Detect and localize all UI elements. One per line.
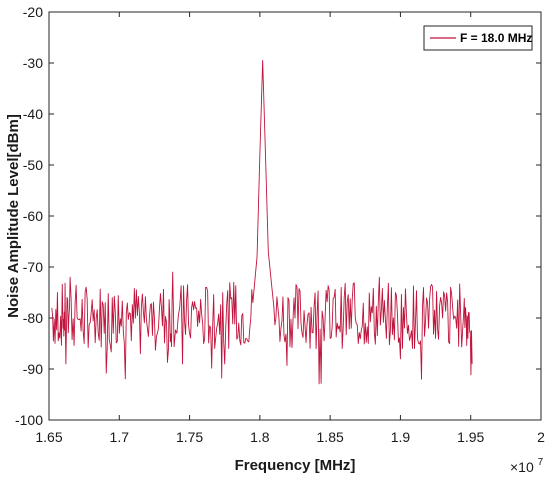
axes-frame: [48, 11, 542, 421]
series-line: [51, 60, 473, 385]
x-tick-label: 1.65: [35, 429, 62, 445]
x-axis-multiplier: ×10 7: [510, 457, 544, 475]
legend: F = 18.0 MHz: [423, 25, 533, 51]
x-axis-multiplier-exp: 7: [538, 457, 544, 468]
x-tick-label: 1.95: [457, 429, 484, 445]
y-axis-title: Noise Amplitude Level[dBm]: [5, 114, 22, 318]
y-tick-label: -30: [23, 55, 43, 71]
y-tick-label: -60: [23, 208, 43, 224]
y-tick-label: -90: [23, 361, 43, 377]
y-tick-label: -100: [15, 412, 43, 428]
axis-ticks: 1.65 1.7 1.75 1.8 1.85 1.9 1.95 2 -20 -30 -40 -50 -6…: [15, 4, 545, 445]
x-tick-label: 1.9: [391, 429, 411, 445]
x-tick-label: 2: [537, 429, 545, 445]
plot-data: [51, 60, 473, 385]
legend-label: F = 18.0 MHz: [460, 31, 532, 45]
x-tick-label: 1.7: [110, 429, 130, 445]
x-tick-label: 1.75: [176, 429, 203, 445]
x-tick-label: 1.8: [250, 429, 270, 445]
x-tick-label: 1.85: [317, 429, 344, 445]
y-tick-label: -50: [23, 157, 43, 173]
y-tick-label: -20: [23, 4, 43, 20]
x-axis-multiplier-base: ×10: [510, 459, 534, 475]
y-tick-label: -40: [23, 106, 43, 122]
y-tick-label: -70: [23, 259, 43, 275]
x-axis-title: Frequency [MHz]: [235, 457, 356, 474]
y-tick-label: -80: [23, 310, 43, 326]
